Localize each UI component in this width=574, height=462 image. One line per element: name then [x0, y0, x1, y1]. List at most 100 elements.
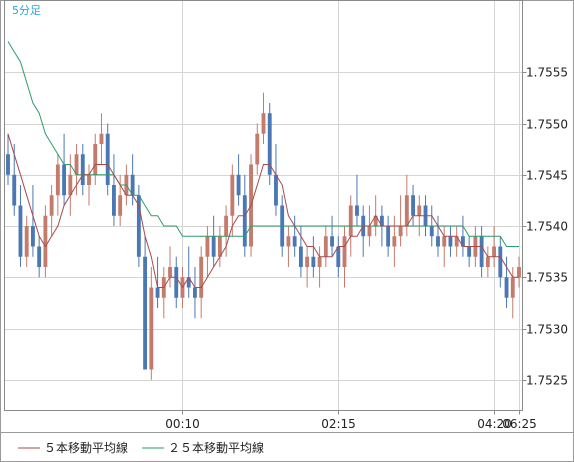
candle [274, 144, 278, 216]
y-tick-label: 1.7535 [526, 271, 568, 285]
candle-body [37, 246, 42, 267]
candle-body [55, 164, 60, 196]
candle-body [186, 277, 191, 288]
candle [186, 246, 191, 298]
candle [74, 144, 79, 196]
candle [168, 246, 172, 288]
candle-body [62, 164, 67, 196]
candle [24, 215, 29, 267]
candle [504, 256, 509, 308]
candle-body [18, 205, 23, 257]
candle-body [105, 133, 110, 185]
candle [261, 92, 266, 144]
candle [99, 113, 104, 165]
candle-body [155, 287, 160, 298]
candle [442, 226, 447, 267]
candle-body [386, 226, 391, 247]
candle-body [342, 236, 347, 267]
candle [436, 215, 440, 257]
candle [143, 236, 148, 370]
candle-body [224, 215, 229, 237]
x-tick-label: 04:20 [477, 417, 512, 431]
candle [305, 246, 310, 288]
candle-body [30, 226, 35, 247]
candle [18, 185, 23, 267]
x-tick-label: 02:15 [321, 417, 356, 431]
period-label: 5分足 [12, 4, 41, 17]
candle [217, 226, 222, 267]
legend-ma25-label: ２５本移動平均線 [168, 440, 264, 455]
candle [454, 226, 459, 257]
candle-body [417, 205, 422, 216]
y-tick-label: 1.7545 [526, 169, 568, 183]
candle [87, 164, 91, 206]
candle [411, 185, 415, 226]
x-tick-label: 06:25 [502, 417, 537, 431]
ma5-line [7, 133, 519, 289]
candle-body [43, 215, 48, 267]
ma25-line [7, 41, 519, 247]
candle [55, 154, 60, 216]
candle-body [261, 113, 266, 134]
candle [255, 123, 260, 175]
candle-body [286, 236, 291, 247]
candle-body [492, 246, 497, 257]
candle-body [411, 195, 415, 216]
y-tick-label: 1.7525 [526, 374, 568, 388]
candle-body [6, 154, 10, 175]
y-tick-label: 1.7550 [526, 118, 568, 132]
candle-body [504, 277, 509, 298]
candle-body [348, 205, 353, 237]
candle [155, 256, 160, 308]
candle-body [242, 195, 247, 247]
legend-ma5-label: ５本移動平均線 [44, 440, 128, 455]
candle-body [199, 256, 204, 298]
candle-body [118, 195, 123, 216]
candle [267, 103, 272, 185]
candle [485, 246, 490, 278]
candle [510, 267, 515, 319]
candle [105, 123, 110, 196]
candle [193, 267, 197, 319]
candle-body [74, 154, 79, 175]
candle-body [355, 205, 359, 216]
candle-body [510, 277, 515, 298]
candle [93, 133, 98, 185]
candle-body [267, 113, 272, 175]
candle-body [373, 215, 378, 226]
candle [80, 144, 85, 196]
candle-body [467, 246, 472, 257]
candle-body [211, 236, 216, 257]
candle-body [498, 246, 503, 278]
candle-body [68, 174, 73, 196]
candle-body [130, 174, 135, 196]
candle [49, 185, 54, 237]
candle [517, 256, 521, 288]
y-tick-label: 1.7540 [526, 220, 568, 234]
candle [330, 215, 334, 257]
candle [460, 215, 465, 257]
candle-body [404, 195, 409, 226]
legend: ５本移動平均線 ２５本移動平均線 [18, 440, 264, 455]
candle-body [517, 267, 521, 278]
candle-body [305, 256, 310, 267]
candle [112, 154, 116, 226]
candle-body [292, 236, 297, 247]
candle-body [80, 154, 85, 185]
candle [224, 205, 229, 257]
candle-body [448, 236, 453, 247]
candle-body [311, 256, 316, 267]
candle [392, 215, 397, 267]
candle [311, 236, 316, 278]
candle [317, 246, 322, 288]
candle [62, 133, 67, 206]
candle-body [87, 174, 91, 185]
candle [6, 133, 10, 185]
candle [323, 226, 328, 267]
candle-body [236, 174, 241, 196]
candle [498, 236, 503, 288]
candle-body [398, 226, 403, 237]
plot-area-border [4, 0, 523, 411]
